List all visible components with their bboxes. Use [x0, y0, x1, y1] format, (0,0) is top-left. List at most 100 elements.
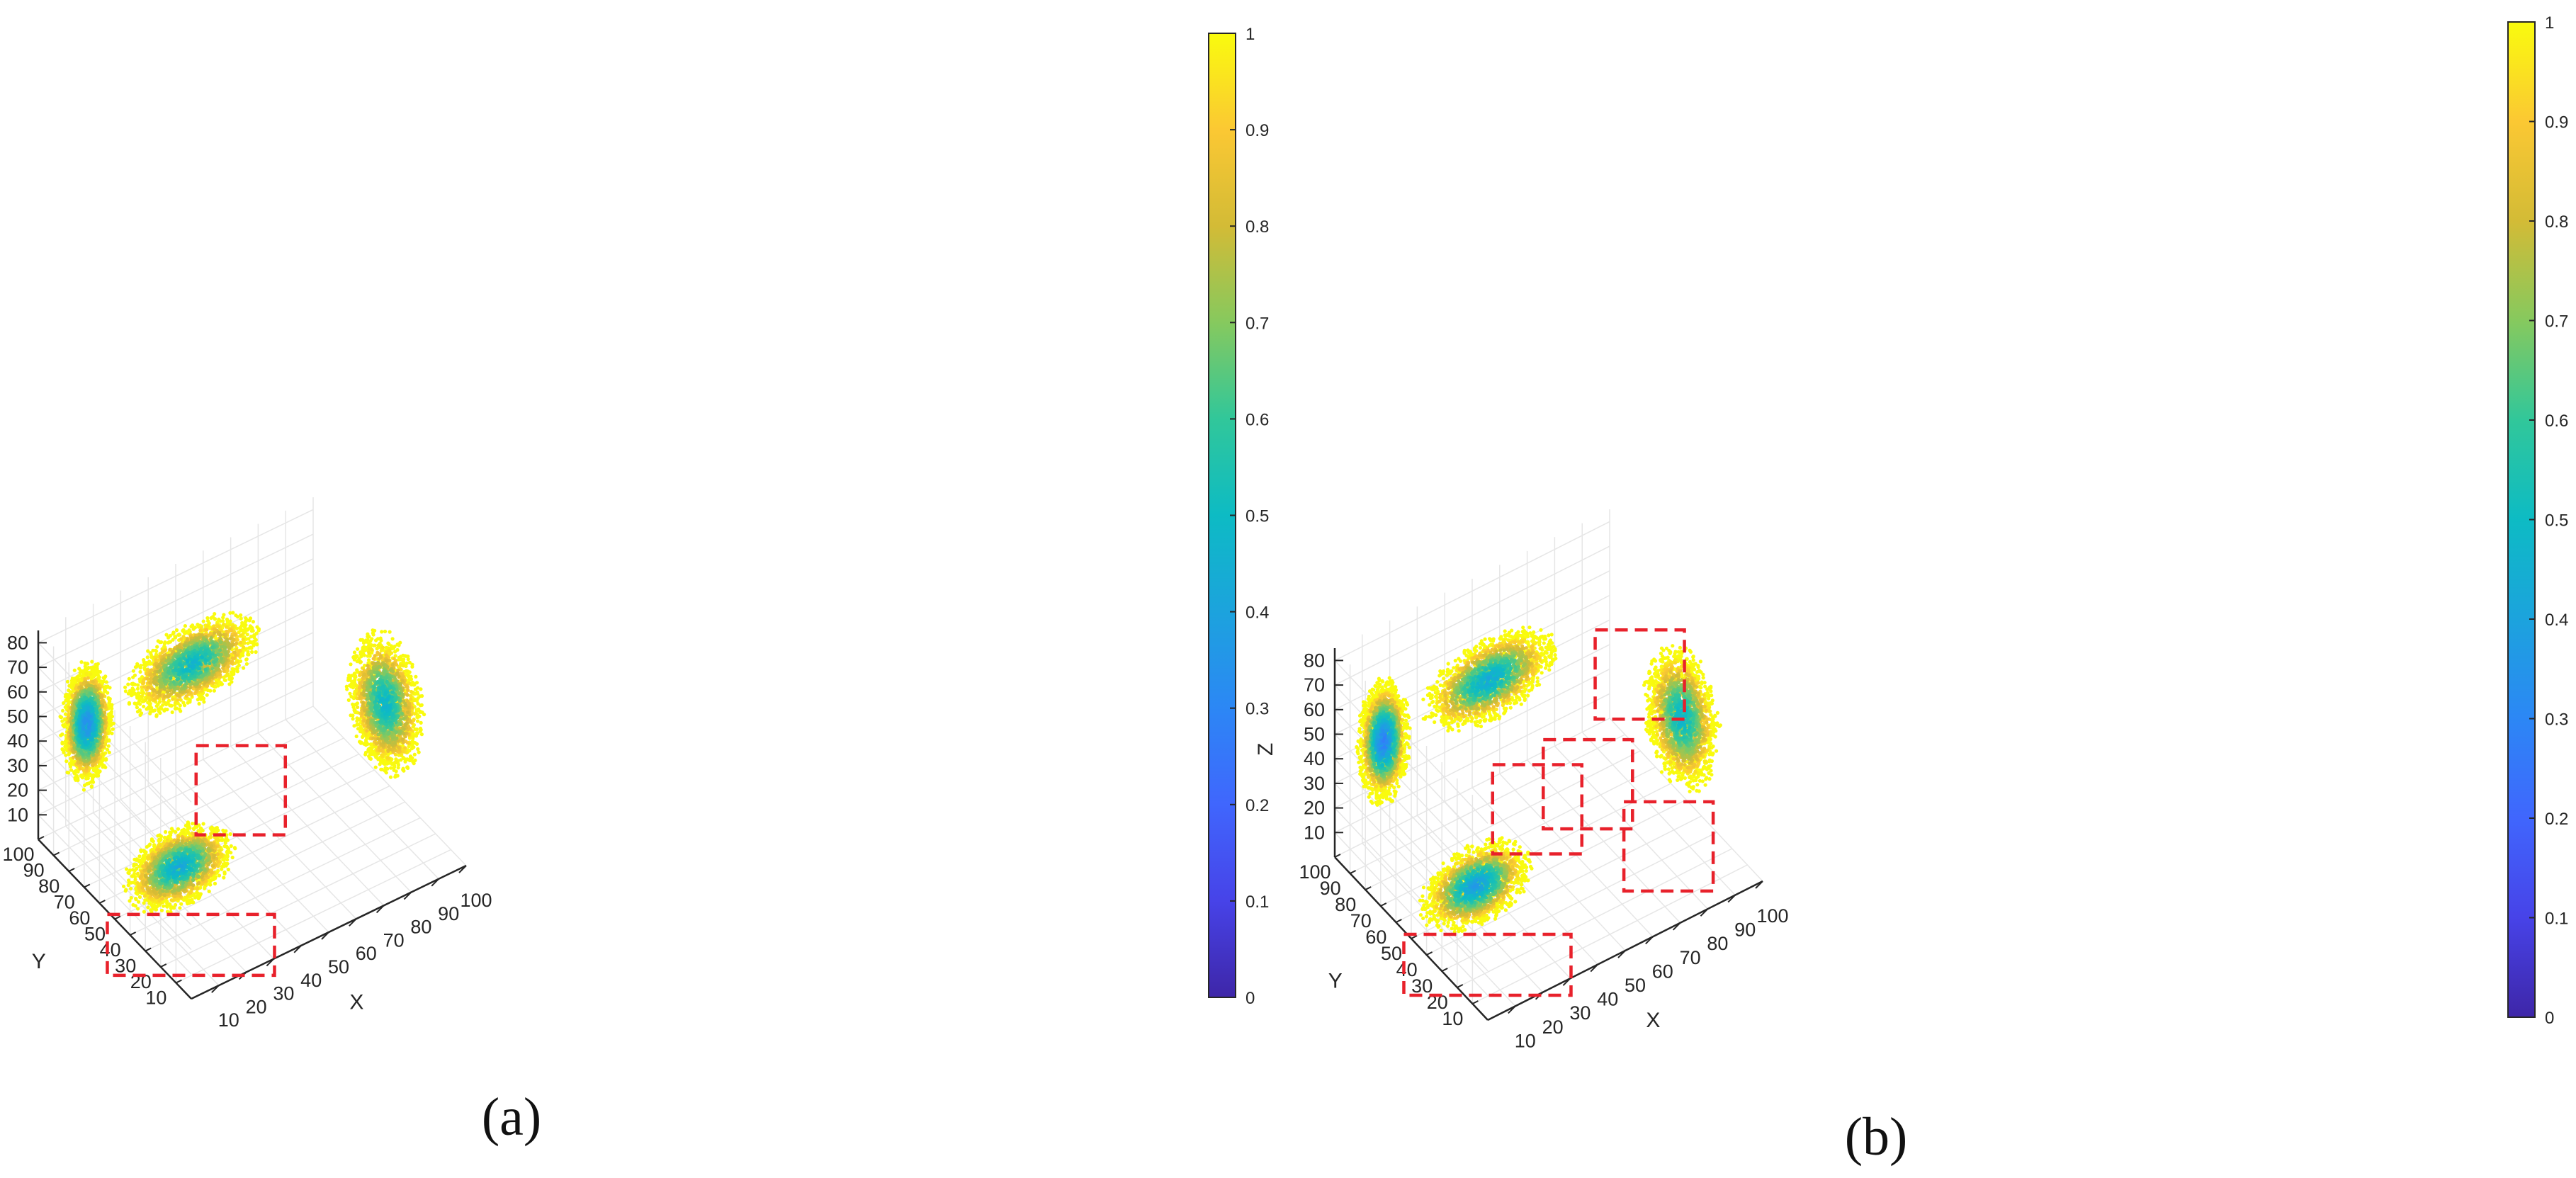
data-point [171, 865, 175, 869]
data-point [232, 846, 237, 850]
data-point [208, 883, 213, 887]
data-point [220, 867, 224, 871]
data-point [140, 694, 145, 698]
data-point [161, 859, 165, 863]
data-point [254, 650, 258, 655]
data-point [137, 864, 141, 868]
data-point [252, 643, 256, 647]
grid-line [38, 681, 314, 815]
data-point [158, 710, 162, 715]
data-point [63, 694, 67, 699]
data-point [106, 684, 110, 689]
data-point [83, 696, 87, 701]
data-point [84, 716, 88, 720]
data-point [134, 897, 138, 901]
data-point [196, 874, 200, 878]
x-axis-label: X [349, 991, 363, 1014]
data-point [244, 616, 248, 621]
data-point [60, 747, 64, 752]
data-point [127, 701, 131, 706]
data-point [210, 878, 214, 882]
data-point [111, 727, 115, 731]
z-tick-label: 70 [7, 657, 28, 678]
y-tick-mark [38, 836, 45, 840]
y-tick-mark [68, 868, 75, 872]
x-tick-label: 50 [328, 956, 349, 978]
y-tick-label: 60 [69, 907, 90, 929]
data-point [63, 705, 67, 710]
data-point [60, 715, 64, 720]
data-point [142, 910, 146, 914]
data-point [247, 652, 251, 657]
data-point [107, 750, 111, 754]
x-tick-mark [403, 891, 412, 900]
data-point [73, 777, 77, 781]
y-tick-mark [175, 979, 182, 984]
data-point [79, 660, 84, 664]
data-point [136, 871, 140, 876]
y-tick-mark [130, 931, 137, 936]
data-point [79, 774, 83, 778]
data-point [172, 869, 176, 873]
data-point [89, 691, 93, 696]
x-tick-mark [375, 905, 385, 914]
data-point [244, 657, 249, 662]
grid-line [38, 509, 314, 644]
data-point [61, 708, 65, 713]
data-point [227, 682, 232, 686]
data-point [187, 872, 191, 876]
data-point [67, 771, 71, 775]
data-point [140, 711, 144, 715]
data-point [145, 655, 149, 659]
data-point [127, 871, 131, 876]
y-tick-mark [53, 851, 60, 856]
x-tick-label: 10 [218, 1009, 239, 1031]
x-tick-mark [293, 945, 302, 953]
data-point [140, 885, 145, 890]
data-point [60, 732, 64, 737]
data-point [170, 710, 174, 715]
data-point [63, 717, 67, 721]
data-point [146, 660, 150, 665]
data-point [63, 712, 68, 716]
grid-line [160, 833, 436, 968]
point-cloud-1 [58, 659, 115, 792]
data-point [201, 822, 205, 826]
y-tick-label: 70 [54, 892, 75, 913]
data-point [230, 855, 235, 860]
data-point [195, 887, 199, 891]
data-point [95, 710, 99, 715]
data-point [64, 753, 68, 757]
data-point [244, 662, 249, 666]
data-point [149, 837, 154, 842]
data-point [149, 710, 153, 714]
data-point [232, 669, 236, 673]
z-tick-label: 20 [7, 780, 28, 801]
point-cloud-3 [123, 611, 261, 718]
data-point [94, 739, 98, 743]
data-point [191, 878, 195, 882]
data-point [109, 711, 113, 716]
data-point [102, 764, 106, 768]
data-point [215, 828, 219, 832]
data-point [154, 714, 159, 718]
data-point [171, 829, 175, 833]
data-point [242, 666, 246, 670]
data-point [110, 703, 114, 707]
data-point [104, 758, 108, 762]
data-point [217, 618, 221, 623]
data-point [137, 677, 142, 681]
data-point [131, 675, 135, 679]
data-point [127, 676, 131, 681]
data-point [65, 679, 70, 684]
grid-line [38, 706, 314, 840]
data-point [132, 857, 137, 861]
data-point [139, 664, 143, 668]
data-point [165, 838, 169, 842]
data-point [176, 827, 181, 831]
data-point [227, 677, 232, 681]
data-point [138, 669, 142, 674]
data-point [186, 820, 190, 825]
data-point [122, 884, 126, 888]
data-point [164, 889, 169, 893]
